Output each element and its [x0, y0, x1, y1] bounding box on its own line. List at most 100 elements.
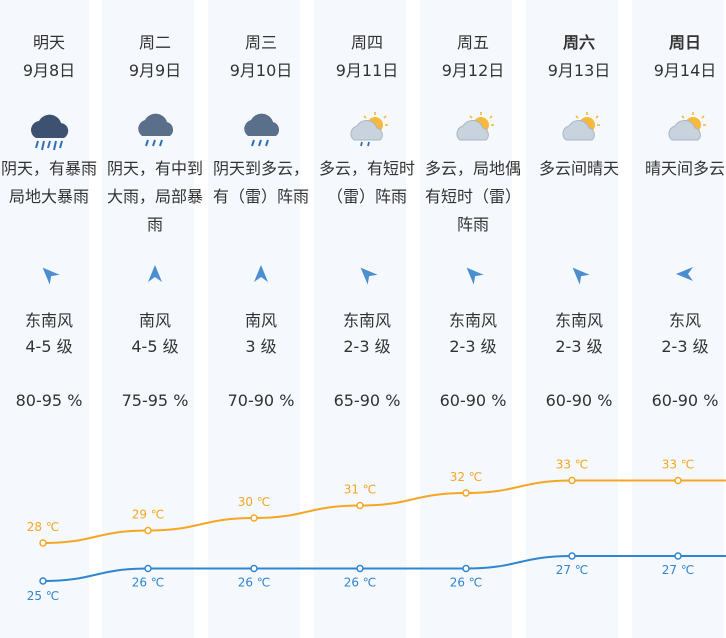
day-column-background: [420, 0, 512, 638]
day-column: 周日 9月14日晴天间多云东风 2-3 级 60-90 %: [632, 0, 726, 638]
day-column: 周三 9月10日阴天到多云，有（雷）阵雨南风 3 级 70-90 %: [208, 0, 314, 638]
wind-level: 3 级: [245, 337, 277, 356]
wind-level: 2-3 级: [555, 337, 603, 356]
wind-arrow-south-icon: [254, 265, 268, 282]
day-date: 9月8日: [22, 61, 76, 80]
wind-direction: 东南风: [554, 311, 603, 330]
day-date: 9月11日: [335, 61, 399, 80]
sun-cloud-icon: [456, 112, 494, 141]
weather-description: 晴天间多云: [644, 159, 725, 178]
low-temp-label: 27 ℃: [556, 563, 589, 577]
day-column: 周四 9月11日多云，有短时（雷）阵雨东南风 2-3 级 65-90 %: [314, 0, 420, 638]
day-date: 9月13日: [547, 61, 611, 80]
weather-description: 多云间晴天: [538, 159, 619, 178]
wind-direction: 东南风: [342, 311, 391, 330]
wind-arrow-east-icon: [676, 267, 693, 281]
weather-description: 阴天，有中到大雨，局部暴雨: [106, 159, 203, 234]
wind-arrow-south-icon: [148, 265, 162, 282]
low-temp-line-point: [144, 564, 152, 573]
day-name: 周六: [562, 33, 595, 52]
high-temp-line-point: [250, 514, 258, 522]
day-name: 周四: [350, 33, 383, 52]
day-column: 明天 9月8日阴天，有暴雨局地大暴雨东南风 4-5 级 80-95 %: [0, 0, 102, 638]
high-temp-label: 28 ℃: [27, 520, 60, 534]
day-column-background: [526, 0, 618, 638]
high-temp-label: 31 ℃: [344, 483, 377, 497]
high-temp-line: [42, 479, 726, 544]
low-temp-line-point: [462, 564, 470, 573]
high-temp-label: 30 ℃: [238, 495, 271, 509]
day-name: 周日: [668, 33, 701, 52]
high-temp-label: 32 ℃: [450, 470, 483, 484]
humidity: 60-90 %: [439, 391, 507, 410]
day-name: 周二: [138, 33, 171, 52]
wind-direction: 南风: [138, 311, 171, 330]
humidity: 60-90 %: [545, 391, 613, 410]
humidity: 70-90 %: [227, 391, 295, 410]
high-temp-line-point: [568, 476, 576, 485]
wind-direction: 东南风: [448, 311, 497, 330]
sun-cloud-icon: [562, 112, 600, 141]
humidity: 75-95 %: [121, 391, 189, 410]
high-temp-label: 33 ℃: [556, 458, 589, 472]
weather-description: 阴天，有暴雨局地大暴雨: [0, 159, 97, 206]
high-temp-label: 29 ℃: [132, 508, 165, 522]
low-temp-label: 26 ℃: [238, 576, 271, 590]
rain-cloud-icon: [138, 113, 174, 147]
high-temp-label: 33 ℃: [662, 458, 695, 472]
wind-arrow-southeast-icon: [360, 267, 378, 285]
wind-direction: 东风: [668, 311, 701, 330]
low-temp-line-point: [250, 564, 258, 573]
day-date: 9月12日: [441, 61, 505, 80]
low-temp-label: 27 ℃: [662, 563, 695, 577]
day-column-background: [208, 0, 300, 638]
day-name: 明天: [32, 33, 65, 52]
wind-level: 2-3 级: [343, 337, 391, 356]
day-column-background: [0, 0, 89, 638]
low-temp-line-point: [568, 552, 576, 560]
humidity: 60-90 %: [651, 391, 719, 410]
day-name: 周五: [456, 33, 489, 52]
wind-direction: 南风: [244, 311, 277, 330]
high-temp-line-point: [462, 489, 470, 497]
humidity: 65-90 %: [333, 391, 401, 410]
humidity: 80-95 %: [15, 391, 83, 410]
weather-description: 多云，有短时（雷）阵雨: [318, 159, 415, 206]
day-column: 周五 9月12日多云，局地偶有短时（雷）阵雨东南风 2-3 级 60-90 %: [420, 0, 526, 638]
wind-level: 4-5 级: [25, 337, 73, 356]
low-temp-label: 26 ℃: [450, 576, 483, 590]
weather-description: 多云，局地偶有短时（雷）阵雨: [424, 159, 521, 234]
day-date: 9月9日: [128, 61, 182, 80]
day-column-background: [314, 0, 406, 638]
heavy-rain-cloud-icon: [31, 114, 69, 151]
low-temp-line-point: [674, 552, 682, 560]
low-temp-label: 25 ℃: [27, 589, 60, 603]
low-temp-line-point: [39, 577, 47, 585]
high-temp-line-point: [674, 476, 682, 485]
wind-level: 4-5 级: [131, 337, 179, 356]
weather-description: 阴天到多云，有（雷）阵雨: [212, 159, 309, 206]
high-temp-line-point: [39, 539, 47, 547]
wind-level: 2-3 级: [661, 337, 709, 356]
low-temp-line-point: [356, 564, 364, 573]
day-column: 周二 9月9日阴天，有中到大雨，局部暴雨南风 4-5 级 75-95 %: [102, 0, 208, 638]
wind-direction: 东南风: [24, 311, 73, 330]
low-temp-line: [42, 554, 726, 582]
sun-cloud-rain-icon: [350, 112, 388, 147]
day-column: 周六 9月13日多云间晴天东南风 2-3 级 60-90 %: [526, 0, 632, 638]
low-temp-label: 26 ℃: [132, 576, 165, 590]
wind-level: 2-3 级: [449, 337, 497, 356]
rain-cloud-icon: [244, 113, 280, 147]
wind-arrow-southeast-icon: [466, 267, 484, 285]
day-name: 周三: [244, 33, 277, 52]
sun-cloud-icon: [668, 112, 706, 141]
day-date: 9月14日: [653, 61, 717, 80]
day-column-background: [632, 0, 724, 638]
high-temp-line-point: [144, 526, 152, 535]
low-temp-label: 26 ℃: [344, 576, 377, 590]
wind-arrow-southeast-icon: [42, 267, 60, 285]
wind-arrow-southeast-icon: [572, 267, 590, 285]
high-temp-line-point: [356, 501, 364, 510]
day-date: 9月10日: [229, 61, 293, 80]
